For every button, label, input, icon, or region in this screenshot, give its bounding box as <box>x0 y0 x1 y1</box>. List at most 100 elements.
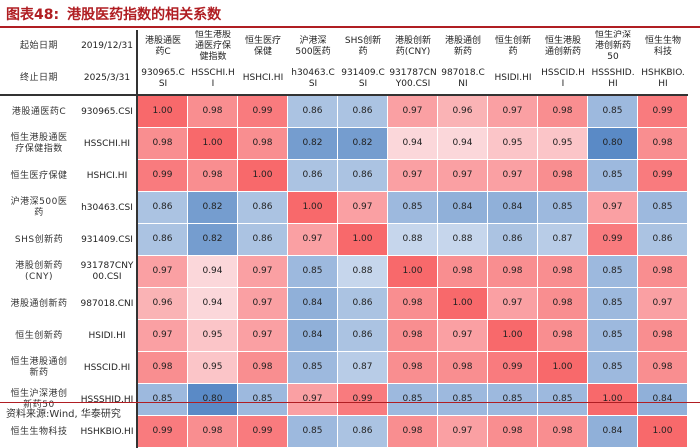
correlation-cell: 0.97 <box>238 288 288 320</box>
correlation-cell: 1.00 <box>488 320 538 352</box>
correlation-cell: 0.86 <box>488 224 538 256</box>
row-code: 931409.CSI <box>78 224 138 256</box>
correlation-cell: 0.84 <box>588 416 638 448</box>
correlation-cell: 0.85 <box>138 384 188 416</box>
column-name: SHS创新药 <box>344 35 382 57</box>
table-row: 恒生港股通创 新药 HSSCID.HI 0.98 0.95 0.98 0.85 0.87 0.9… <box>0 352 700 384</box>
start-date-value: 2019/12/31 <box>78 30 138 63</box>
row-name: 港股通创新药 <box>10 298 68 309</box>
correlation-cell: 0.99 <box>138 160 188 192</box>
end-date-value: 2025/3/31 <box>78 63 138 96</box>
row-name: 恒生医疗保健 <box>10 170 68 181</box>
end-date-label: 终止日期 <box>0 63 78 96</box>
correlation-cell: 0.98 <box>538 416 588 448</box>
correlation-table-wrap: 起始日期 2019/12/31 港股通医 药C 恒生港股 通医疗保 健指数 恒生医疗 保健沪… <box>0 30 700 448</box>
correlation-cell: 0.85 <box>288 256 338 288</box>
column-code: HSSCHI.H I <box>188 63 238 96</box>
row-name: 恒生港股通创 新药 <box>10 357 68 378</box>
figure-label: 图表48: <box>6 7 60 23</box>
column-name: 恒生医疗 保健 <box>244 35 281 57</box>
correlation-cell: 0.97 <box>438 160 488 192</box>
correlation-cell: 0.97 <box>338 192 388 224</box>
header-row-codes: 终止日期 2025/3/31 930965.C SI HSSCHI.H I HSHCI.… <box>0 63 700 96</box>
correlation-cell: 0.88 <box>388 224 438 256</box>
correlation-cell: 0.95 <box>538 128 588 160</box>
correlation-cell: 1.00 <box>188 128 238 160</box>
correlation-cell: 0.86 <box>238 192 288 224</box>
correlation-cell: 0.87 <box>338 352 388 384</box>
correlation-cell: 0.97 <box>288 224 338 256</box>
correlation-cell: 0.82 <box>338 128 388 160</box>
column-code: h30463.C SI <box>288 63 338 96</box>
correlation-cell: 0.97 <box>238 320 288 352</box>
column-code: 931409.C SI <box>338 63 388 96</box>
correlation-cell: 0.87 <box>538 224 588 256</box>
row-code: HSSCHI.HI <box>78 128 138 160</box>
correlation-cell: 0.85 <box>588 160 638 192</box>
correlation-cell: 0.98 <box>388 320 438 352</box>
row-name: 港股通医药C <box>11 106 67 117</box>
correlation-cell: 1.00 <box>138 96 188 128</box>
row-code: HSSCID.HI <box>78 352 138 384</box>
correlation-cell: 0.99 <box>338 384 388 416</box>
correlation-cell: 0.98 <box>638 352 688 384</box>
column-name: 恒生港股 通医疗保 健指数 <box>194 30 231 62</box>
correlation-cell: 0.88 <box>438 224 488 256</box>
correlation-cell: 0.99 <box>238 416 288 448</box>
correlation-cell: 0.95 <box>188 320 238 352</box>
row-code: 987018.CNI <box>78 288 138 320</box>
row-code: 930965.CSI <box>78 96 138 128</box>
correlation-cell: 0.86 <box>338 416 388 448</box>
correlation-cell: 0.98 <box>638 128 688 160</box>
correlation-cell: 0.86 <box>338 288 388 320</box>
correlation-cell: 0.98 <box>188 96 238 128</box>
correlation-cell: 0.85 <box>588 288 638 320</box>
table-row: 恒生沪深港创 新药50 HSSSHID.HI 0.85 0.80 0.85 0.97 0.99… <box>0 384 700 416</box>
correlation-cell: 0.86 <box>338 160 388 192</box>
correlation-cell: 1.00 <box>388 256 438 288</box>
correlation-cell: 0.98 <box>538 96 588 128</box>
correlation-cell: 0.98 <box>238 128 288 160</box>
figure-title: 图表48: 港股医药指数的相关系数 <box>6 4 221 24</box>
table-row: 恒生港股通医 疗保健指数 HSSCHI.HI 0.98 1.00 0.98 0.82 0.82… <box>0 128 700 160</box>
figure-title-text: 港股医药指数的相关系数 <box>67 7 222 23</box>
correlation-cell: 0.85 <box>438 384 488 416</box>
column-code: 987018.C NI <box>438 63 488 96</box>
correlation-cell: 1.00 <box>288 192 338 224</box>
row-name: SHS创新药 <box>14 234 64 245</box>
table-row: SHS创新药 931409.CSI 0.86 0.82 0.86 0.97 1.00 0.88… <box>0 224 700 256</box>
row-name: 沪港深500医药 <box>10 197 68 218</box>
row-name: 恒生港股通医 疗保健指数 <box>10 133 68 154</box>
correlation-cell: 0.86 <box>288 96 338 128</box>
start-date-label: 起始日期 <box>19 41 58 51</box>
row-name: 恒生创新药 <box>15 330 63 341</box>
row-name: 港股创新药 (CNY) <box>15 261 63 282</box>
correlation-cell: 0.98 <box>388 288 438 320</box>
correlation-cell: 0.99 <box>638 160 688 192</box>
correlation-cell: 0.97 <box>588 192 638 224</box>
title-divider <box>0 26 700 28</box>
correlation-cell: 0.97 <box>288 384 338 416</box>
correlation-cell: 0.85 <box>238 384 288 416</box>
column-name: 沪港深 500医药 <box>295 35 331 57</box>
correlation-cell: 0.96 <box>138 288 188 320</box>
correlation-cell: 0.98 <box>438 352 488 384</box>
row-code: HSSSHID.HI <box>78 384 138 416</box>
correlation-cell: 0.98 <box>188 416 238 448</box>
correlation-cell: 0.86 <box>338 320 388 352</box>
correlation-cell: 0.98 <box>538 288 588 320</box>
correlation-cell: 0.84 <box>438 192 488 224</box>
column-code: HSHKBIO. HI <box>638 63 688 96</box>
correlation-cell: 0.95 <box>488 128 538 160</box>
table-row: 恒生生物科技 HSHKBIO.HI 0.99 0.98 0.99 0.85 0.86 0.98… <box>0 416 700 448</box>
correlation-cell: 0.85 <box>388 192 438 224</box>
correlation-cell: 0.86 <box>638 224 688 256</box>
correlation-cell: 0.86 <box>338 96 388 128</box>
correlation-cell: 0.85 <box>288 416 338 448</box>
correlation-cell: 0.85 <box>538 192 588 224</box>
correlation-cell: 0.86 <box>288 160 338 192</box>
correlation-cell: 0.98 <box>538 320 588 352</box>
correlation-cell: 0.99 <box>238 96 288 128</box>
correlation-cell: 0.94 <box>388 128 438 160</box>
correlation-cell: 0.82 <box>288 128 338 160</box>
